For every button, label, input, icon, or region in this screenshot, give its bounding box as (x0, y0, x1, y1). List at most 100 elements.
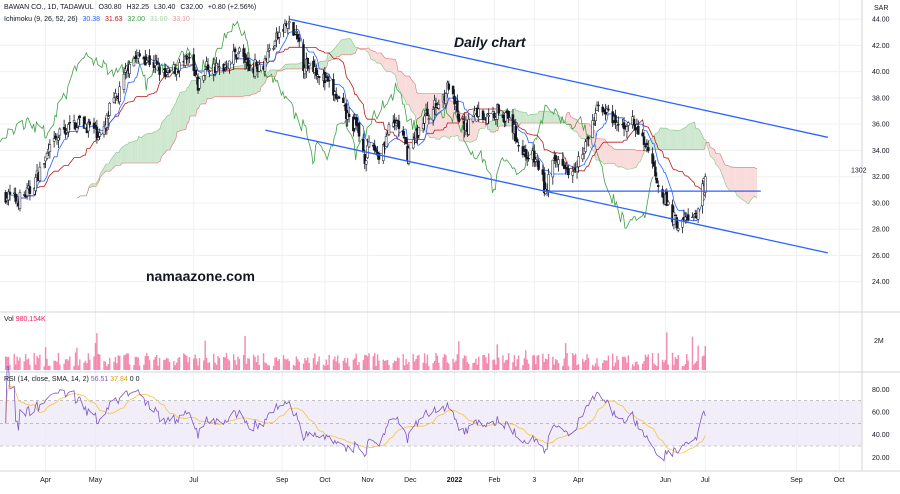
rsi-tick-label: 80.00 (872, 387, 890, 394)
rsi-tick-label: 40.00 (872, 432, 890, 439)
candle-body (515, 139, 519, 143)
volume-bar (144, 355, 147, 370)
ichimoku-header[interactable]: Ichimoku (9, 26, 52, 26) 30.38 31.63 32.… (4, 16, 193, 23)
volume-bar (314, 353, 316, 370)
volume-bar (372, 356, 374, 370)
volume-header[interactable]: Vol 980.154K (4, 316, 46, 323)
cloud-segment (395, 59, 397, 80)
cloud-segment (685, 125, 688, 150)
candle-body (246, 57, 250, 67)
cloud-segment (617, 149, 619, 168)
cloud-segment (730, 166, 735, 192)
candle-body (206, 64, 210, 70)
candle-body (268, 48, 271, 51)
volume-bar (507, 353, 510, 370)
cloud-segment (295, 63, 297, 69)
rsi-label: RSI (14, close, SMA, 14, 2) (4, 376, 89, 383)
volume-bar (556, 360, 558, 370)
cloud-segment (634, 149, 637, 168)
level-label: 1302 (851, 168, 867, 175)
cloud-segment (475, 119, 477, 141)
volume-bar (137, 357, 139, 370)
volume-bar (647, 354, 649, 370)
volume-bar (14, 364, 17, 370)
y-tick-label: 26.00 (872, 253, 890, 260)
volume-bar (505, 360, 507, 370)
candle-body (15, 201, 19, 204)
volume-bar (44, 347, 47, 370)
candle-body (183, 55, 187, 66)
candle-body (642, 136, 646, 145)
candle-body (238, 47, 241, 52)
candle-body (354, 117, 358, 126)
cloud-segment (406, 76, 409, 105)
cloud-segment (140, 137, 142, 164)
cloud-segment (271, 69, 276, 77)
ohlc-open: O30.80 (98, 4, 122, 11)
candle-body (675, 217, 679, 229)
candle-body (367, 141, 371, 148)
x-tick-label: 3 (532, 477, 536, 484)
rsi-header[interactable]: RSI (14, close, SMA, 14, 2) 56.51 37.84 … (4, 376, 140, 383)
volume-bar (443, 353, 446, 370)
volume-bar (472, 362, 474, 370)
candle-body (198, 78, 201, 89)
cloud-segment (429, 93, 431, 138)
volume-bar (566, 352, 568, 370)
symbol-header[interactable]: BAWAN CO., 1D, TADAWUL O30.80 H32.25 L30… (4, 4, 259, 11)
candle-body (562, 164, 566, 169)
volume-bar (166, 358, 168, 370)
cloud-segment (747, 167, 749, 204)
volume-bar (254, 356, 256, 370)
candle-body (155, 61, 158, 64)
candle-body (344, 103, 348, 120)
candle-body (208, 70, 211, 72)
volume-bar (527, 363, 530, 370)
volume-bar (577, 364, 580, 370)
volume-bar (198, 358, 201, 370)
volume-bar (701, 356, 704, 370)
volume-bar (345, 362, 347, 370)
cloud-segment (627, 149, 629, 170)
volume-bar (483, 354, 486, 370)
cloud-segment (694, 122, 696, 150)
volume-bar (362, 360, 365, 370)
candle-body (614, 115, 617, 123)
candle-body (316, 74, 319, 77)
candle-body (94, 124, 97, 127)
cloud-segment (369, 49, 372, 60)
volume-bar (57, 352, 60, 370)
volume-bar (617, 359, 620, 370)
cloud-segment (181, 91, 186, 131)
volume-bar (153, 359, 155, 370)
volume-bar (704, 345, 706, 370)
volume-bar (227, 359, 229, 370)
cloud-segment (668, 129, 671, 150)
volume-bar (188, 357, 191, 370)
cloud-segment (740, 167, 745, 201)
volume-bar (242, 354, 245, 370)
x-tick-label: 2022 (447, 477, 463, 484)
volume-bar (342, 360, 345, 370)
volume-bar (338, 363, 340, 370)
volume-bar (646, 356, 648, 370)
volume-bar (403, 365, 406, 370)
volume-bar (633, 366, 635, 370)
candle-body (394, 123, 398, 126)
volume-bar (336, 355, 339, 370)
volume-bar (657, 353, 659, 370)
volume-bar (604, 360, 607, 370)
ichimoku-value-0: 30.38 (82, 16, 101, 23)
volume-bar (634, 361, 637, 370)
cloud-segment (636, 150, 638, 168)
candle-body (587, 136, 590, 140)
volume-bar (656, 366, 658, 370)
cloud-segment (191, 80, 196, 117)
cloud-segment (698, 128, 701, 150)
volume-bar (332, 359, 335, 370)
volume-bar (257, 355, 259, 370)
volume-bar (56, 361, 58, 370)
volume-bar (653, 363, 655, 370)
candle-body (44, 156, 47, 162)
